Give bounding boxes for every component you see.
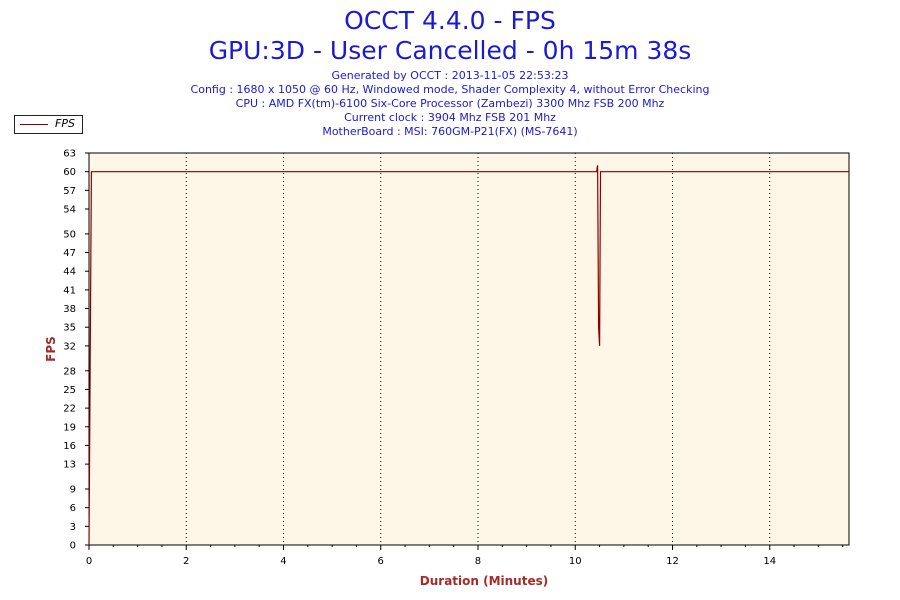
config-info: Config : 1680 x 1050 @ 60 Hz, Windowed m… — [190, 83, 710, 96]
y-tick-label: 50 — [63, 229, 76, 240]
y-tick-label: 60 — [63, 167, 76, 178]
y-tick-label: 22 — [63, 404, 76, 415]
y-tick-label: 25 — [63, 385, 76, 396]
x-tick-label: 6 — [378, 556, 384, 567]
x-axis-label: Duration (Minutes) — [420, 574, 548, 588]
x-tick-label: 8 — [475, 556, 481, 567]
plot-area — [88, 152, 850, 546]
y-tick-label: 9 — [70, 485, 76, 496]
y-tick-label: 54 — [63, 205, 76, 216]
motherboard-info: MotherBoard : MSI: 760GM-P21(FX) (MS-764… — [322, 125, 578, 138]
legend-line-swatch — [20, 124, 48, 125]
legend-label: FPS — [55, 117, 75, 130]
series-line-fps — [88, 165, 849, 546]
generated-info: Generated by OCCT : 2013-11-05 22:53:23 — [331, 69, 569, 82]
y-tick-label: 57 — [63, 186, 76, 197]
y-tick-label: 13 — [63, 460, 76, 471]
y-tick-label: 63 — [63, 149, 76, 160]
clock-info: Current clock : 3904 Mhz FSB 201 Mhz — [344, 111, 556, 124]
x-tick-label: 12 — [666, 556, 679, 567]
x-tick-label: 4 — [280, 556, 286, 567]
x-tick-label: 2 — [183, 556, 189, 567]
y-tick-label: 28 — [63, 366, 76, 377]
y-tick-label: 19 — [63, 422, 76, 433]
y-tick-label: 38 — [63, 304, 76, 315]
chart-title: OCCT 4.4.0 - FPS — [344, 6, 556, 35]
y-tick-label: 0 — [70, 541, 76, 552]
cpu-info: CPU : AMD FX(tm)-6100 Six-Core Processor… — [235, 97, 665, 110]
y-tick-label: 6 — [70, 503, 76, 514]
x-tick-label: 14 — [763, 556, 776, 567]
y-tick-label: 47 — [63, 248, 76, 259]
y-tick-label: 16 — [63, 441, 76, 452]
y-axis-label: FPS — [44, 336, 58, 362]
y-tick-label: 41 — [63, 285, 76, 296]
x-tick-label: 0 — [86, 556, 92, 567]
chart-legend: FPS — [14, 115, 83, 134]
y-tick-label: 44 — [63, 267, 76, 278]
y-tick-label: 3 — [70, 522, 76, 533]
y-tick-label: 35 — [63, 323, 76, 334]
chart-subtitle: GPU:3D - User Cancelled - 0h 15m 38s — [208, 36, 692, 65]
x-tick-label: 10 — [569, 556, 582, 567]
y-tick-label: 32 — [63, 341, 76, 352]
